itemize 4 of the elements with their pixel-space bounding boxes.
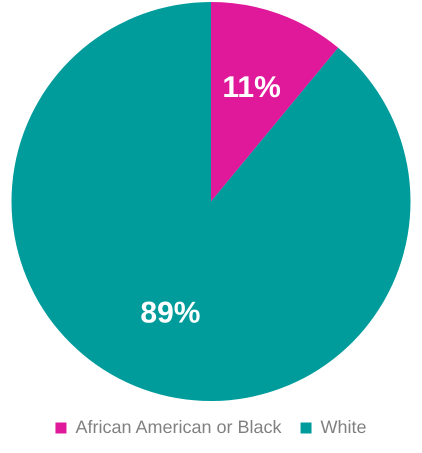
legend-label: White bbox=[320, 416, 367, 437]
data-label: 11% bbox=[222, 71, 281, 104]
legend-label: African American or Black bbox=[75, 416, 283, 437]
data-label: 89% bbox=[140, 296, 200, 330]
